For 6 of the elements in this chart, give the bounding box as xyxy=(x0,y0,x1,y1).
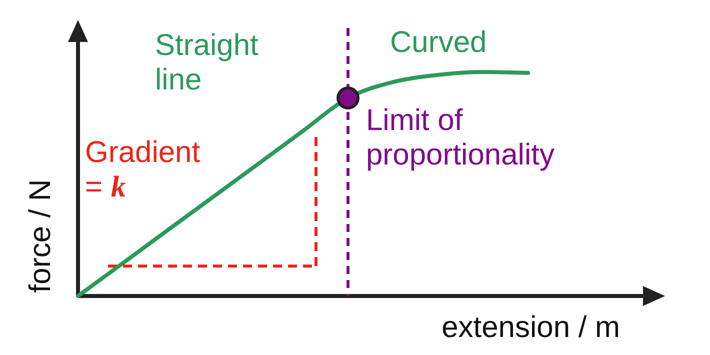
x-axis-title: extension / m xyxy=(442,311,620,344)
text: Curved xyxy=(390,26,487,59)
y-axis-title: force / N xyxy=(24,179,57,293)
annotation: Gradient = k xyxy=(85,136,201,204)
annotation: Limit of proportionality xyxy=(366,104,554,172)
annotation: Straight line xyxy=(155,29,260,96)
